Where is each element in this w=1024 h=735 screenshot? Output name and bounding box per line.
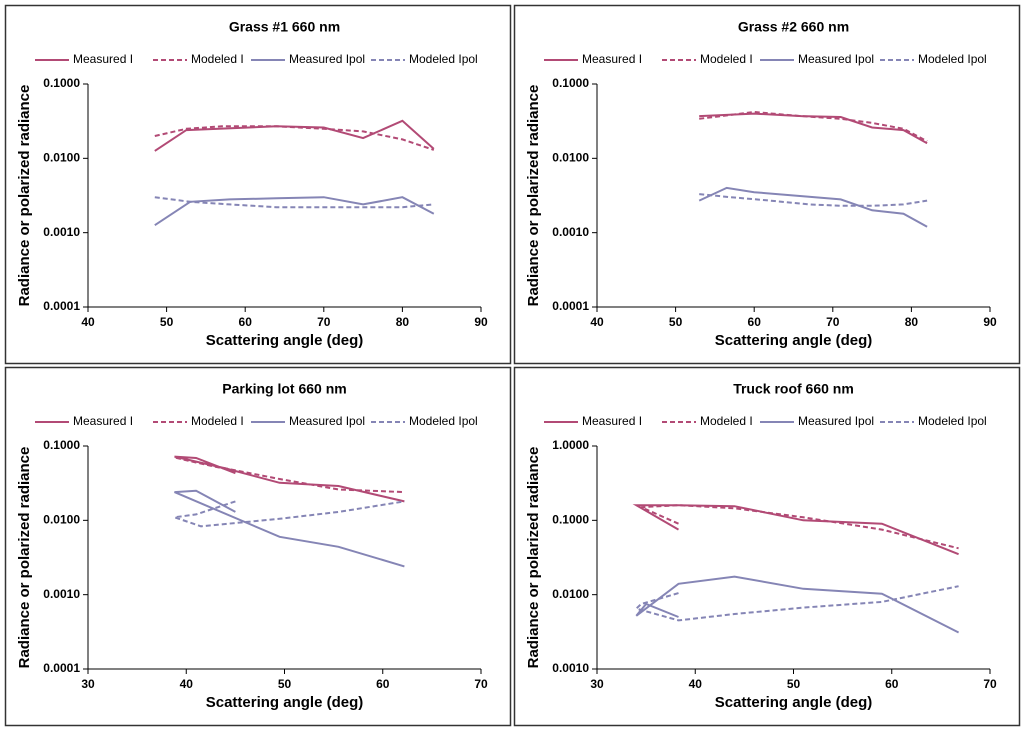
panel-border (4, 4, 512, 365)
y-tick-label: 0.0001 (43, 661, 80, 675)
y-tick-label: 0.0001 (552, 299, 589, 313)
panel-border (513, 366, 1021, 727)
data-line (699, 112, 928, 145)
x-tick-label: 60 (748, 315, 762, 329)
x-axis-label: Scattering angle (deg) (206, 332, 364, 349)
legend-label: Modeled I (191, 414, 244, 428)
legend-label: Modeled I (191, 52, 244, 66)
y-tick-label: 0.0001 (43, 299, 80, 313)
y-tick-label: 0.1000 (43, 438, 80, 452)
chart-title: Truck roof 660 nm (733, 381, 854, 397)
x-tick-label: 80 (396, 315, 410, 329)
panel: Grass #2 660 nm Measured I Modeled I Measur… (513, 4, 1021, 365)
data-line (634, 585, 959, 622)
legend-label: Modeled Ipol (918, 52, 987, 66)
x-tick-label: 30 (81, 677, 95, 691)
legend-label: Measured Ipol (798, 52, 874, 66)
data-line (174, 456, 405, 494)
chart-title: Grass #1 660 nm (229, 19, 340, 35)
y-tick-label: 0.1000 (552, 513, 589, 527)
y-tick-label: 0.1000 (552, 76, 589, 90)
x-tick-label: 40 (689, 677, 703, 691)
x-tick-label: 70 (826, 315, 840, 329)
legend-label: Modeled Ipol (918, 414, 987, 428)
x-tick-label: 50 (278, 677, 292, 691)
panel-border (513, 4, 1021, 365)
x-tick-label: 40 (81, 315, 95, 329)
panel: Parking lot 660 nm Measured I Modeled I Mea… (4, 366, 512, 727)
legend-label: Modeled I (700, 52, 753, 66)
x-tick-label: 70 (317, 315, 331, 329)
x-tick-label: 50 (669, 315, 683, 329)
legend-label: Measured I (73, 414, 133, 428)
x-tick-label: 70 (983, 677, 997, 691)
y-tick-label: 0.0100 (552, 587, 589, 601)
y-axis-label: Radiance or polarized radiance (16, 447, 33, 669)
panel: Truck roof 660 nm Measured I Modeled I Meas… (513, 366, 1021, 727)
x-tick-label: 90 (474, 315, 488, 329)
y-tick-label: 0.0010 (43, 225, 80, 239)
x-axis-label: Scattering angle (deg) (715, 332, 873, 349)
x-tick-label: 50 (160, 315, 174, 329)
data-line (174, 489, 405, 568)
y-tick-label: 0.0100 (43, 151, 80, 165)
x-axis-label: Scattering angle (deg) (206, 694, 364, 711)
panel-border (4, 366, 512, 727)
y-axis-label: Radiance or polarized radiance (525, 447, 542, 669)
x-tick-label: 40 (590, 315, 604, 329)
data-line (632, 504, 959, 556)
panel: Grass #1 660 nm Measured I Modeled I Measur… (4, 4, 512, 365)
chart-title: Parking lot 660 nm (222, 381, 346, 397)
y-tick-label: 0.0010 (43, 587, 80, 601)
y-axis-label: Radiance or polarized radiance (525, 85, 542, 307)
chart-title: Grass #2 660 nm (738, 19, 849, 35)
legend-label: Modeled I (700, 414, 753, 428)
data-line (635, 575, 960, 634)
data-line (154, 125, 435, 151)
legend-label: Measured I (582, 414, 642, 428)
y-tick-label: 0.0010 (552, 661, 589, 675)
x-tick-label: 70 (474, 677, 488, 691)
x-tick-label: 90 (983, 315, 997, 329)
data-line (640, 504, 959, 550)
data-line (154, 196, 434, 209)
y-tick-label: 0.1000 (43, 76, 80, 90)
legend-label: Modeled Ipol (409, 52, 478, 66)
x-tick-label: 30 (590, 677, 604, 691)
y-tick-label: 1.0000 (552, 438, 589, 452)
x-tick-label: 60 (239, 315, 253, 329)
data-line (154, 119, 435, 152)
data-line (698, 186, 928, 228)
x-axis-label: Scattering angle (deg) (715, 694, 873, 711)
legend-label: Measured Ipol (798, 414, 874, 428)
y-tick-label: 0.0100 (552, 151, 589, 165)
legend-label: Measured Ipol (289, 52, 365, 66)
x-tick-label: 40 (180, 677, 194, 691)
data-line (174, 500, 405, 528)
y-tick-label: 0.0100 (43, 513, 80, 527)
legend-label: Modeled Ipol (409, 414, 478, 428)
y-tick-label: 0.0010 (552, 225, 589, 239)
x-tick-label: 60 (376, 677, 390, 691)
legend-label: Measured Ipol (289, 414, 365, 428)
x-tick-label: 80 (905, 315, 919, 329)
y-axis-label: Radiance or polarized radiance (16, 85, 33, 307)
x-tick-label: 60 (885, 677, 899, 691)
legend-label: Measured I (73, 52, 133, 66)
legend-label: Measured I (582, 52, 642, 66)
x-tick-label: 50 (787, 677, 801, 691)
